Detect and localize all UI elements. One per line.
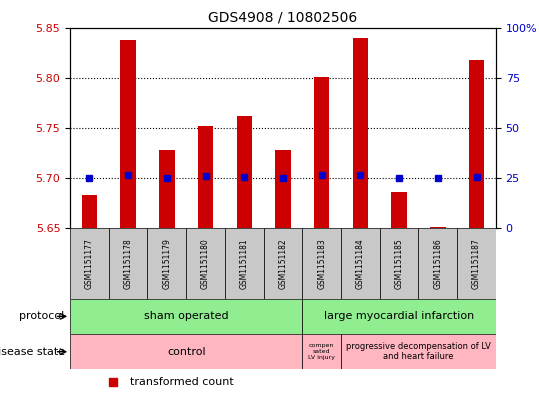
Bar [148,228,186,299]
Bar [159,150,175,228]
Bar [70,228,109,299]
Text: GSM1151184: GSM1151184 [356,239,365,289]
Bar [186,228,225,299]
Bar [314,77,329,228]
Bar [391,192,407,228]
Text: control: control [167,347,205,357]
Text: large myocardial infarction: large myocardial infarction [324,311,474,321]
Text: GSM1151180: GSM1151180 [201,239,210,289]
Text: GSM1151177: GSM1151177 [85,239,94,289]
Text: GSM1151186: GSM1151186 [433,239,443,289]
Text: GSM1151178: GSM1151178 [123,239,133,289]
Text: GSM1151179: GSM1151179 [162,239,171,289]
Bar [430,227,446,228]
Bar [82,195,97,228]
Text: GSM1151183: GSM1151183 [317,239,326,289]
Bar [225,228,264,299]
Bar [264,228,302,299]
Bar [302,299,496,334]
Bar [302,228,341,299]
Text: disease state: disease state [0,347,65,357]
Text: GSM1151182: GSM1151182 [279,239,287,289]
Bar [341,228,380,299]
Text: protocol: protocol [19,311,65,321]
Text: compen
sated
LV injury: compen sated LV injury [308,343,335,360]
Text: transformed count: transformed count [130,377,233,387]
Bar [353,37,368,228]
Text: GSM1151187: GSM1151187 [472,239,481,289]
Bar [275,150,291,228]
Bar [302,334,341,369]
Bar [198,126,213,228]
Text: GSM1151181: GSM1151181 [240,239,249,289]
Bar [341,334,496,369]
Bar [469,60,484,228]
Bar [120,40,136,228]
Bar [457,228,496,299]
Text: GSM1151185: GSM1151185 [395,239,404,289]
Bar [380,228,418,299]
Text: sham operated: sham operated [144,311,229,321]
Bar [237,116,252,228]
Bar [70,299,302,334]
Bar [109,228,148,299]
Bar [70,334,302,369]
Bar [418,228,457,299]
Title: GDS4908 / 10802506: GDS4908 / 10802506 [209,11,357,25]
Text: progressive decompensation of LV
and heart failure: progressive decompensation of LV and hea… [346,342,491,362]
